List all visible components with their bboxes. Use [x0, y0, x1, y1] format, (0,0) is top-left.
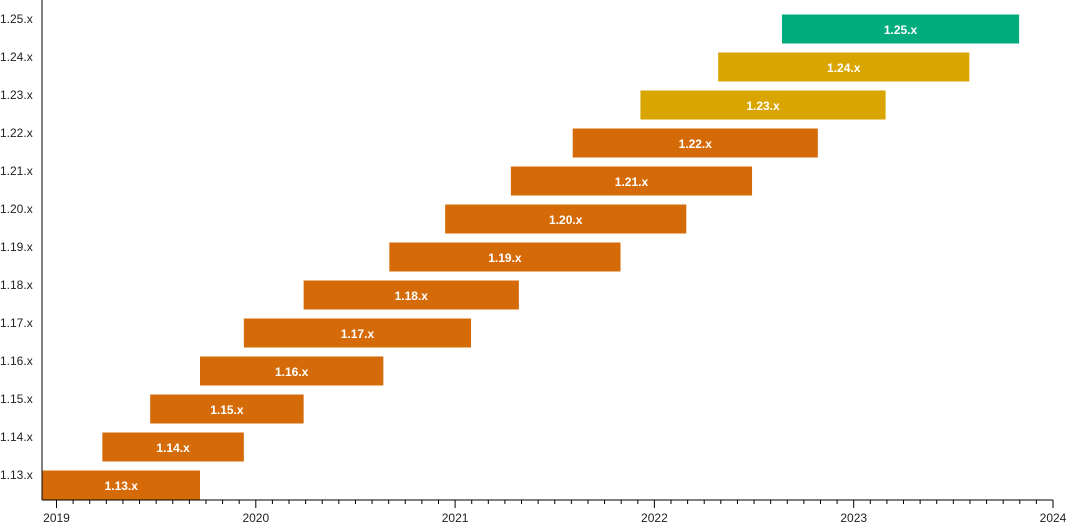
x-tick-label: 2022 — [641, 511, 668, 525]
bar-1-18-x — [303, 280, 519, 310]
y-tick-label: 1.19.x — [0, 240, 33, 254]
bar-1-15-x — [150, 394, 304, 424]
x-tick-label: 2019 — [43, 511, 70, 525]
bar-label: 1.16.x — [275, 365, 309, 379]
x-tick-label: 2024 — [1040, 511, 1067, 525]
y-tick-label: 1.21.x — [0, 164, 33, 178]
y-tick-label: 1.25.x — [0, 12, 33, 26]
bar-1-20-x — [445, 204, 687, 234]
y-tick-label: 1.23.x — [0, 88, 33, 102]
bar-1-21-x — [510, 166, 753, 196]
bar-1-22-x — [572, 128, 818, 158]
x-tick-label: 2020 — [242, 511, 269, 525]
x-tick-label: 2023 — [840, 511, 867, 525]
x-tick-label: 2021 — [442, 511, 469, 525]
bar-label: 1.19.x — [488, 251, 522, 265]
bar-label: 1.13.x — [105, 479, 139, 493]
y-tick-label: 1.18.x — [0, 278, 33, 292]
bar-label: 1.25.x — [884, 23, 918, 37]
bar-label: 1.15.x — [210, 403, 244, 417]
bar-label: 1.24.x — [827, 61, 861, 75]
y-tick-label: 1.16.x — [0, 354, 33, 368]
y-tick-label: 1.14.x — [0, 430, 33, 444]
bar-label: 1.20.x — [549, 213, 583, 227]
bar-label: 1.21.x — [615, 175, 649, 189]
bar-label: 1.18.x — [395, 289, 429, 303]
bar-1-13-x — [42, 470, 200, 500]
bar-label: 1.23.x — [746, 99, 780, 113]
y-tick-label: 1.20.x — [0, 202, 33, 216]
bar-1-23-x — [640, 90, 886, 120]
y-tick-label: 1.22.x — [0, 126, 33, 140]
y-tick-label: 1.24.x — [0, 50, 33, 64]
y-axis-labels: 1.13.x 1.14.x 1.15.x 1.16.x 1.17.x 1.18.x 1.19… — [0, 0, 43, 500]
bar-1-14-x — [102, 432, 244, 462]
bar-1-24-x — [718, 52, 970, 82]
bars-layer: 1.13.x 1.14.x 1.15.x 1.16.x 1.17.x 1.18.x 1.19… — [42, 14, 1020, 500]
bar-label: 1.14.x — [156, 441, 190, 455]
bar-1-17-x — [243, 318, 472, 348]
bar-label: 1.22.x — [679, 137, 713, 151]
x-axis: 2019 2020 2021 2022 2023 2024 — [42, 499, 1067, 525]
bar-1-25-x — [781, 14, 1020, 44]
bar-1-16-x — [199, 356, 384, 386]
y-tick-label: 1.17.x — [0, 316, 33, 330]
y-tick-label: 1.13.x — [0, 468, 33, 482]
bar-1-19-x — [389, 242, 621, 272]
y-tick-label: 1.15.x — [0, 392, 33, 406]
bar-label: 1.17.x — [341, 327, 375, 341]
